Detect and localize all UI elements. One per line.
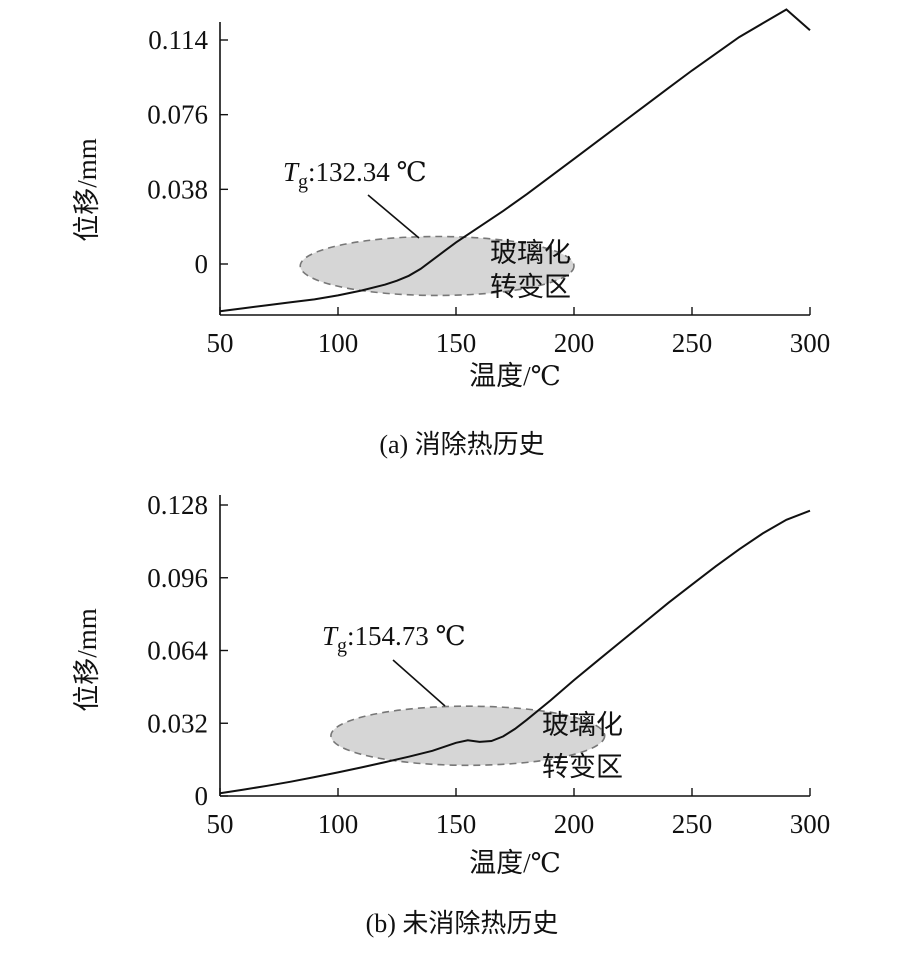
- region-label-line-2: 转变区: [490, 272, 571, 302]
- y-tick-label: 0.096: [147, 563, 208, 593]
- tg-value: :154.73 ℃: [347, 621, 466, 651]
- tg-annotation: Tg:154.73 ℃: [322, 621, 466, 657]
- x-tick-label: 50: [207, 809, 234, 839]
- region-label-line-1: 玻璃化: [490, 238, 571, 268]
- tg-value: :132.34 ℃: [308, 157, 427, 187]
- x-tick-label: 250: [672, 328, 713, 358]
- y-tick-label: 0.032: [147, 708, 208, 738]
- y-tick-label: 0.064: [147, 636, 208, 666]
- y-tick-label: 0.114: [148, 25, 208, 55]
- panel-caption: (a) 消除热历史: [379, 430, 544, 459]
- x-tick-label: 300: [790, 328, 831, 358]
- chart-panel-b: 50 100 150 200 250 300 0 0.032 0.064 0.096 0.128 Tg…: [72, 490, 830, 938]
- chart-panel-a: 50 100 150 200 250 300 0 0.038 0.076 0.114 Tg:132.…: [72, 8, 831, 459]
- region-label-line-1: 玻璃化: [542, 710, 623, 740]
- transition-region-ellipse: [299, 235, 575, 297]
- region-label-line-2: 转变区: [542, 752, 623, 782]
- x-tick-label: 200: [554, 809, 595, 839]
- y-tick-label: 0.128: [147, 490, 208, 520]
- series-line: [219, 8, 811, 313]
- x-tick-label: 300: [790, 809, 831, 839]
- x-tick-label: 100: [318, 328, 359, 358]
- y-axis-label: 位移/mm: [72, 608, 102, 712]
- series-line: [219, 509, 811, 795]
- x-tick-label: 50: [207, 328, 234, 358]
- y-tick-label: 0.038: [147, 174, 208, 204]
- x-axis-label: 温度/℃: [469, 361, 561, 391]
- x-tick-label: 100: [318, 809, 359, 839]
- x-tick-label: 200: [554, 328, 595, 358]
- tg-annotation: Tg:132.34 ℃: [283, 157, 427, 193]
- y-tick-label: 0.076: [147, 100, 208, 130]
- panel-caption: (b) 未消除热历史: [366, 909, 559, 938]
- y-axis-label: 位移/mm: [72, 138, 102, 242]
- x-tick-label: 150: [436, 328, 477, 358]
- x-axis-label: 温度/℃: [469, 848, 561, 878]
- tg-leader-line: [392, 659, 446, 707]
- transition-region-ellipse: [330, 705, 606, 767]
- y-tick-label: 0: [195, 249, 209, 279]
- x-tick-label: 150: [436, 809, 477, 839]
- tg-leader-line: [367, 194, 420, 239]
- x-tick-label: 250: [672, 809, 713, 839]
- y-tick-label: 0: [195, 781, 209, 811]
